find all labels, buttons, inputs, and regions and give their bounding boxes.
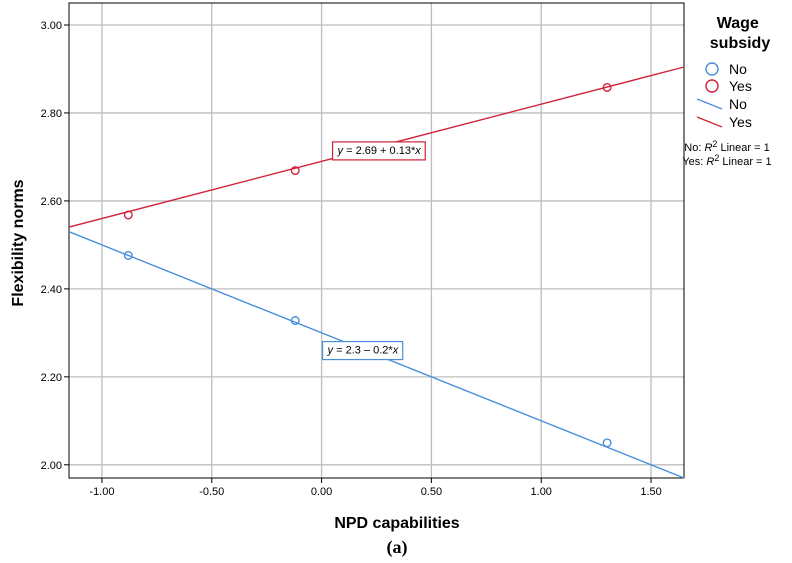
data-point	[123, 250, 133, 260]
y-tick-label: 3.00	[41, 20, 62, 32]
x-axis-title: NPD capabilities	[334, 515, 459, 532]
data-point	[123, 210, 133, 220]
equation-text: y = 2.3 – 0.2*x	[327, 345, 399, 357]
equation-box	[321, 340, 404, 361]
legend-marker-no-icon	[705, 62, 719, 76]
legend-r2-note: Yes: R2 Linear = 1	[682, 153, 771, 168]
legend-title-line-1: Wage	[717, 15, 759, 32]
equation-box	[331, 141, 426, 161]
x-tick-label: 0.50	[421, 486, 442, 498]
y-tick-label: 2.60	[41, 196, 62, 208]
legend-label-marker-no: No	[729, 61, 747, 77]
equation-labels: y = 2.3 – 0.2*x y = 2.69 + 0.13*x	[321, 141, 426, 361]
legend-marker-yes-icon	[705, 79, 719, 93]
legend-r2-note: No: R2 Linear = 1	[684, 139, 769, 154]
y-tick-label: 2.80	[41, 108, 62, 120]
x-tick-label: 1.50	[640, 486, 661, 498]
legend-label-marker-yes: Yes	[729, 78, 752, 94]
legend-line-no-icon	[696, 98, 723, 110]
equation-label-yes: y = 2.69 + 0.13*x	[331, 141, 426, 161]
data-point	[602, 438, 612, 448]
y-tick-label: 2.00	[41, 460, 62, 472]
data-point	[290, 316, 300, 326]
equation-label-no: y = 2.3 – 0.2*x	[321, 340, 404, 361]
series-group	[68, 66, 685, 479]
y-axis-title: Flexibility norms	[10, 179, 27, 306]
figure-caption: (a)	[387, 537, 408, 558]
grid-lines	[69, 3, 684, 478]
x-axis-ticks: -1.00 -0.50 0.00 0.50 1.00 1.50	[89, 478, 662, 498]
data-point	[602, 82, 612, 92]
y-tick-label: 2.20	[41, 372, 62, 384]
equation-text: y = 2.69 + 0.13*x	[337, 145, 422, 157]
x-tick-label: 1.00	[531, 486, 552, 498]
x-tick-label: 0.00	[311, 486, 332, 498]
legend-title: Wage subsidy	[710, 15, 771, 52]
legend-label-line-no: No	[729, 96, 747, 112]
plot-area-frame	[68, 2, 685, 479]
x-tick-label: -0.50	[199, 486, 224, 498]
legend-line-yes-icon	[696, 116, 723, 128]
y-axis-ticks: 2.00 2.20 2.40 2.60 2.80 3.00	[41, 20, 69, 472]
data-point	[290, 166, 300, 176]
legend-title-line-2: subsidy	[710, 35, 771, 52]
legend-label-line-yes: Yes	[729, 114, 752, 130]
y-tick-label: 2.40	[41, 284, 62, 296]
x-tick-label: -1.00	[89, 486, 114, 498]
